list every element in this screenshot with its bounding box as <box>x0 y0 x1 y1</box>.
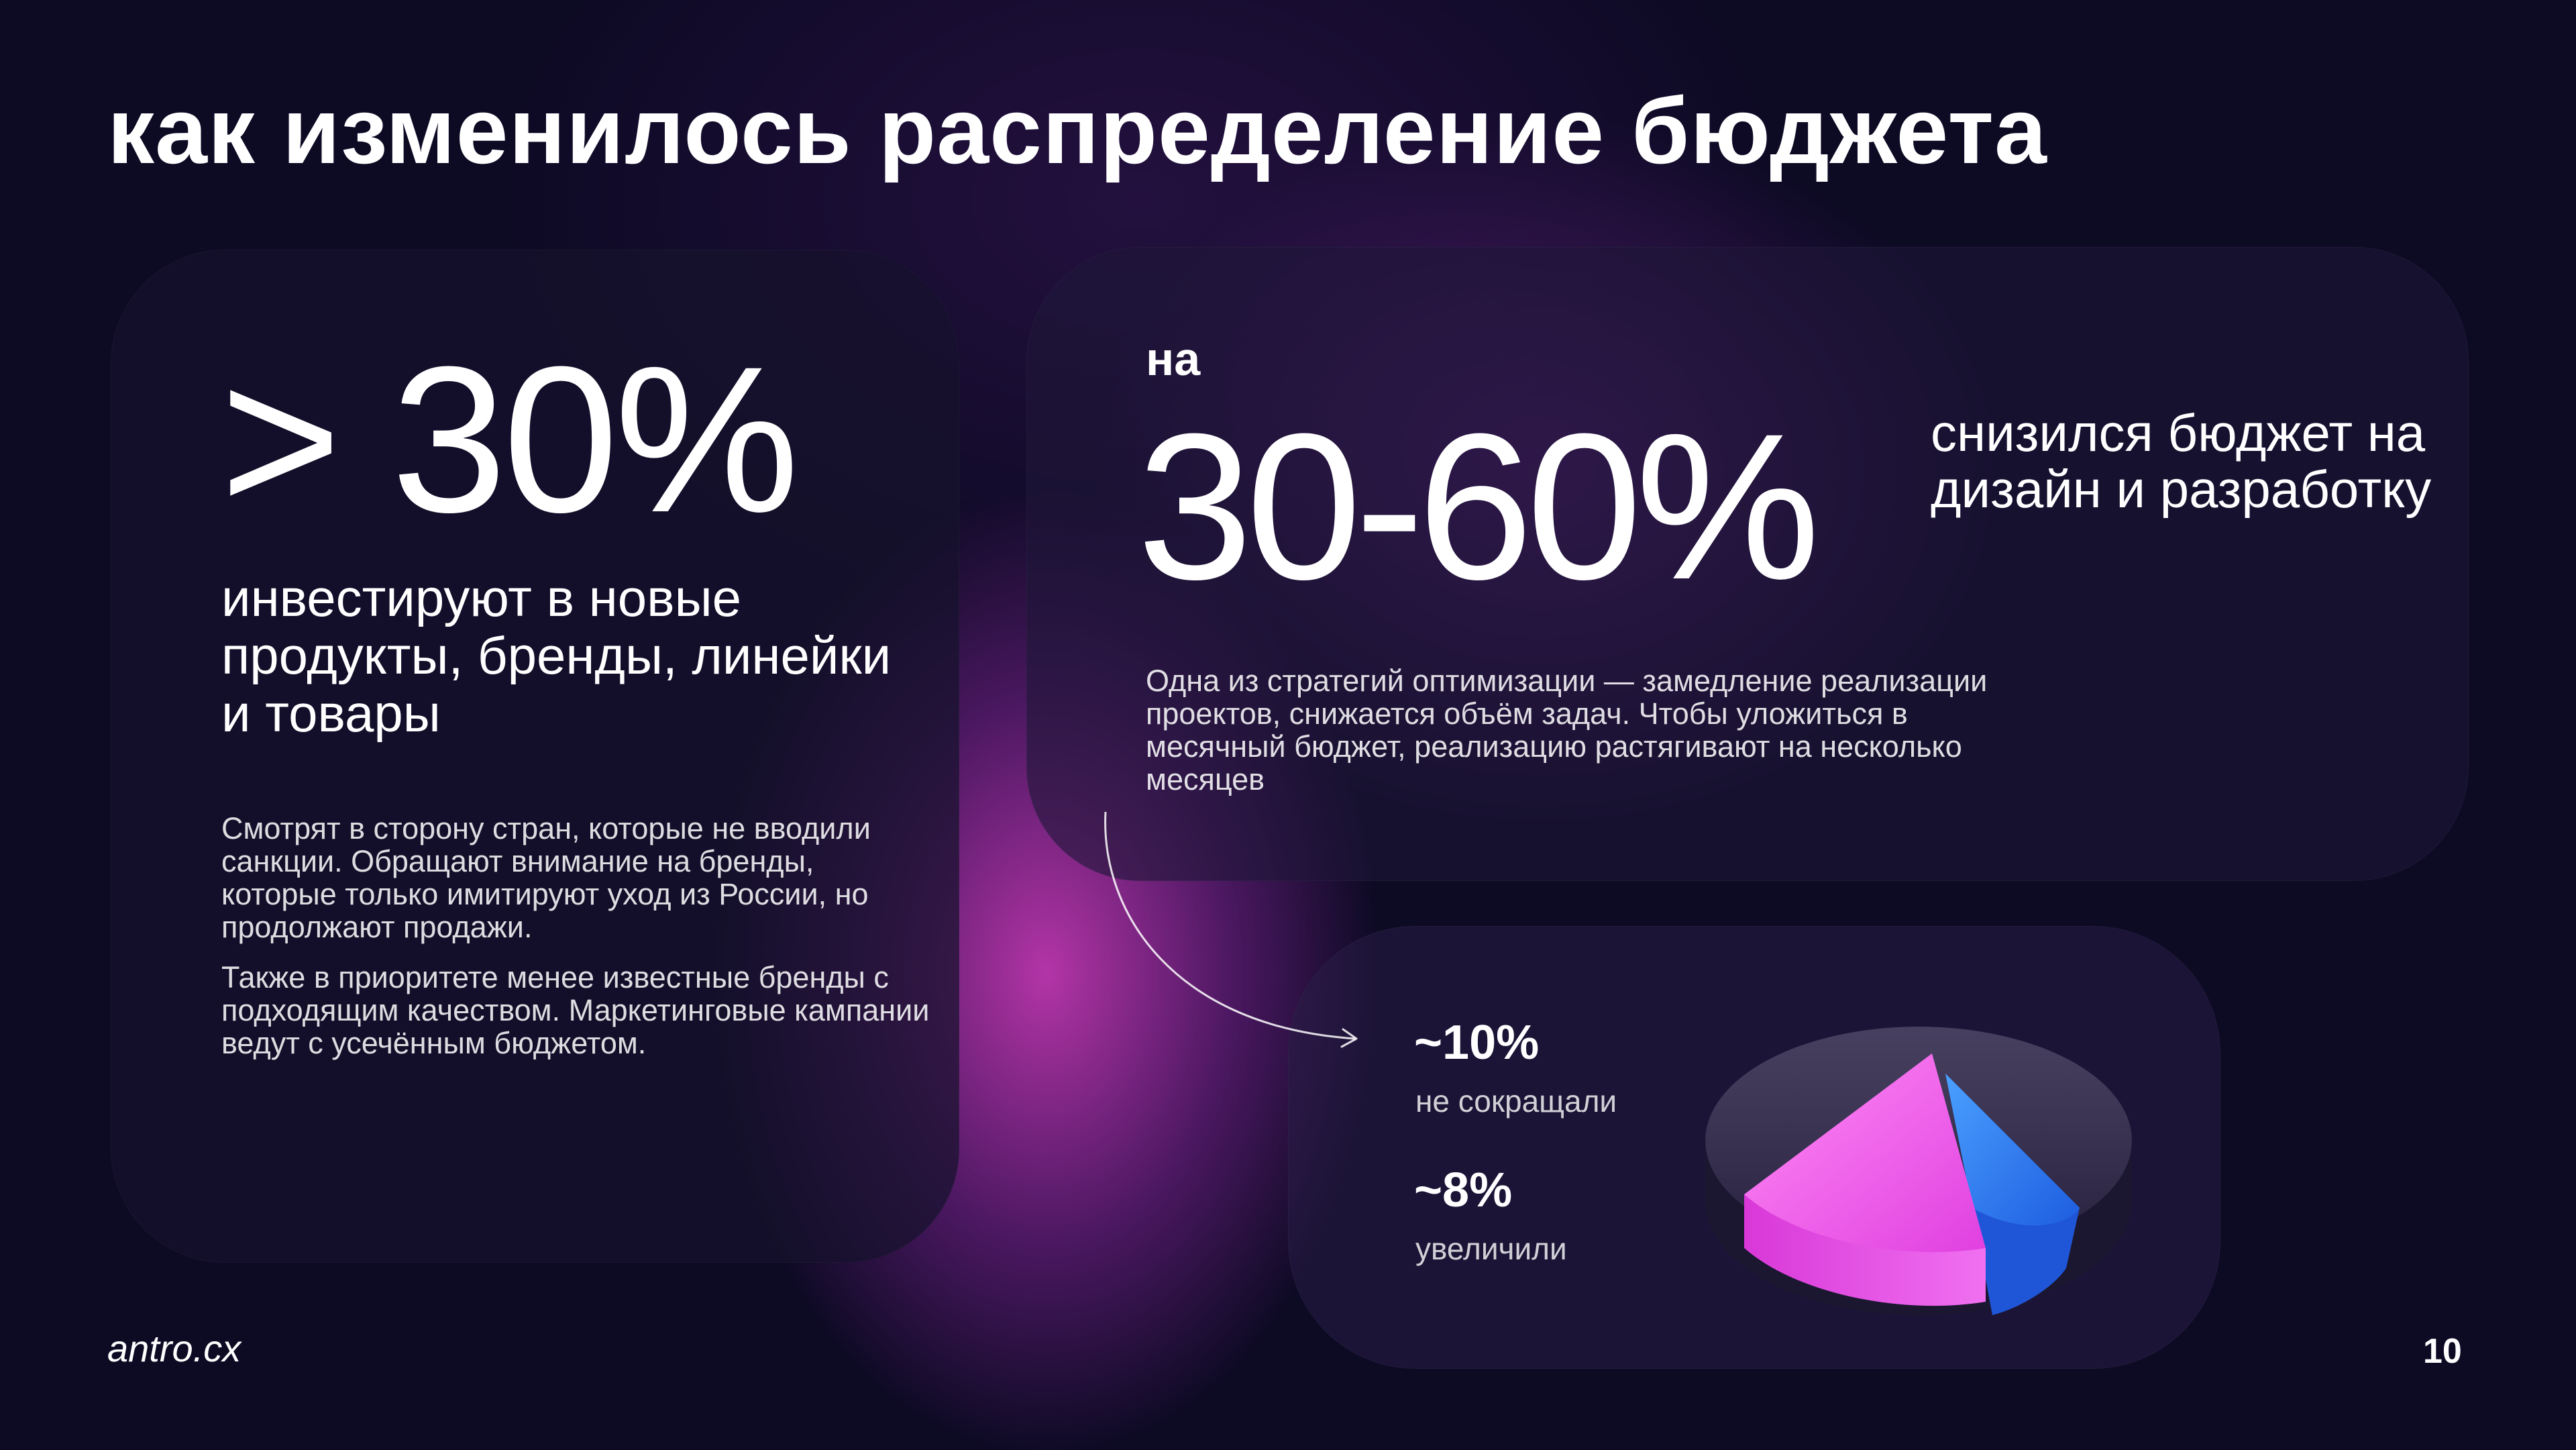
left-stat-card <box>111 250 959 1263</box>
budget-cut-lead: снизился бюджет на дизайн и разработку <box>1931 403 2432 519</box>
slide-title: как изменилось распределение бюджета <box>107 78 2047 183</box>
brand-logo-text: antro.cx <box>107 1327 241 1369</box>
increased-caption: увеличили <box>1415 1231 1567 1266</box>
page-number: 10 <box>2423 1332 2462 1371</box>
invest-description-2: Также в приоритете менее известные бренд… <box>221 960 930 1060</box>
pie-chart-icon <box>1705 1027 2132 1315</box>
invest-share-stat: > 30% <box>220 323 800 556</box>
invest-share-lead: инвестируют в новые продукты, бренды, ли… <box>221 568 892 743</box>
budget-cut-prefix: на <box>1146 333 1201 385</box>
unchanged-caption: не сокращали <box>1415 1084 1617 1119</box>
curved-arrow-icon <box>1104 811 1358 1048</box>
increased-stat: ~8% <box>1414 1163 1513 1217</box>
right-stat-card <box>1026 247 2469 881</box>
invest-description-1: Смотрят в сторону стран, которые не ввод… <box>221 811 871 944</box>
budget-cut-stat: 30-60% <box>1137 390 1821 623</box>
unchanged-stat: ~10% <box>1414 1016 1540 1070</box>
budget-cut-description: Одна из стратегий оптимизации — замедлен… <box>1146 664 1988 796</box>
